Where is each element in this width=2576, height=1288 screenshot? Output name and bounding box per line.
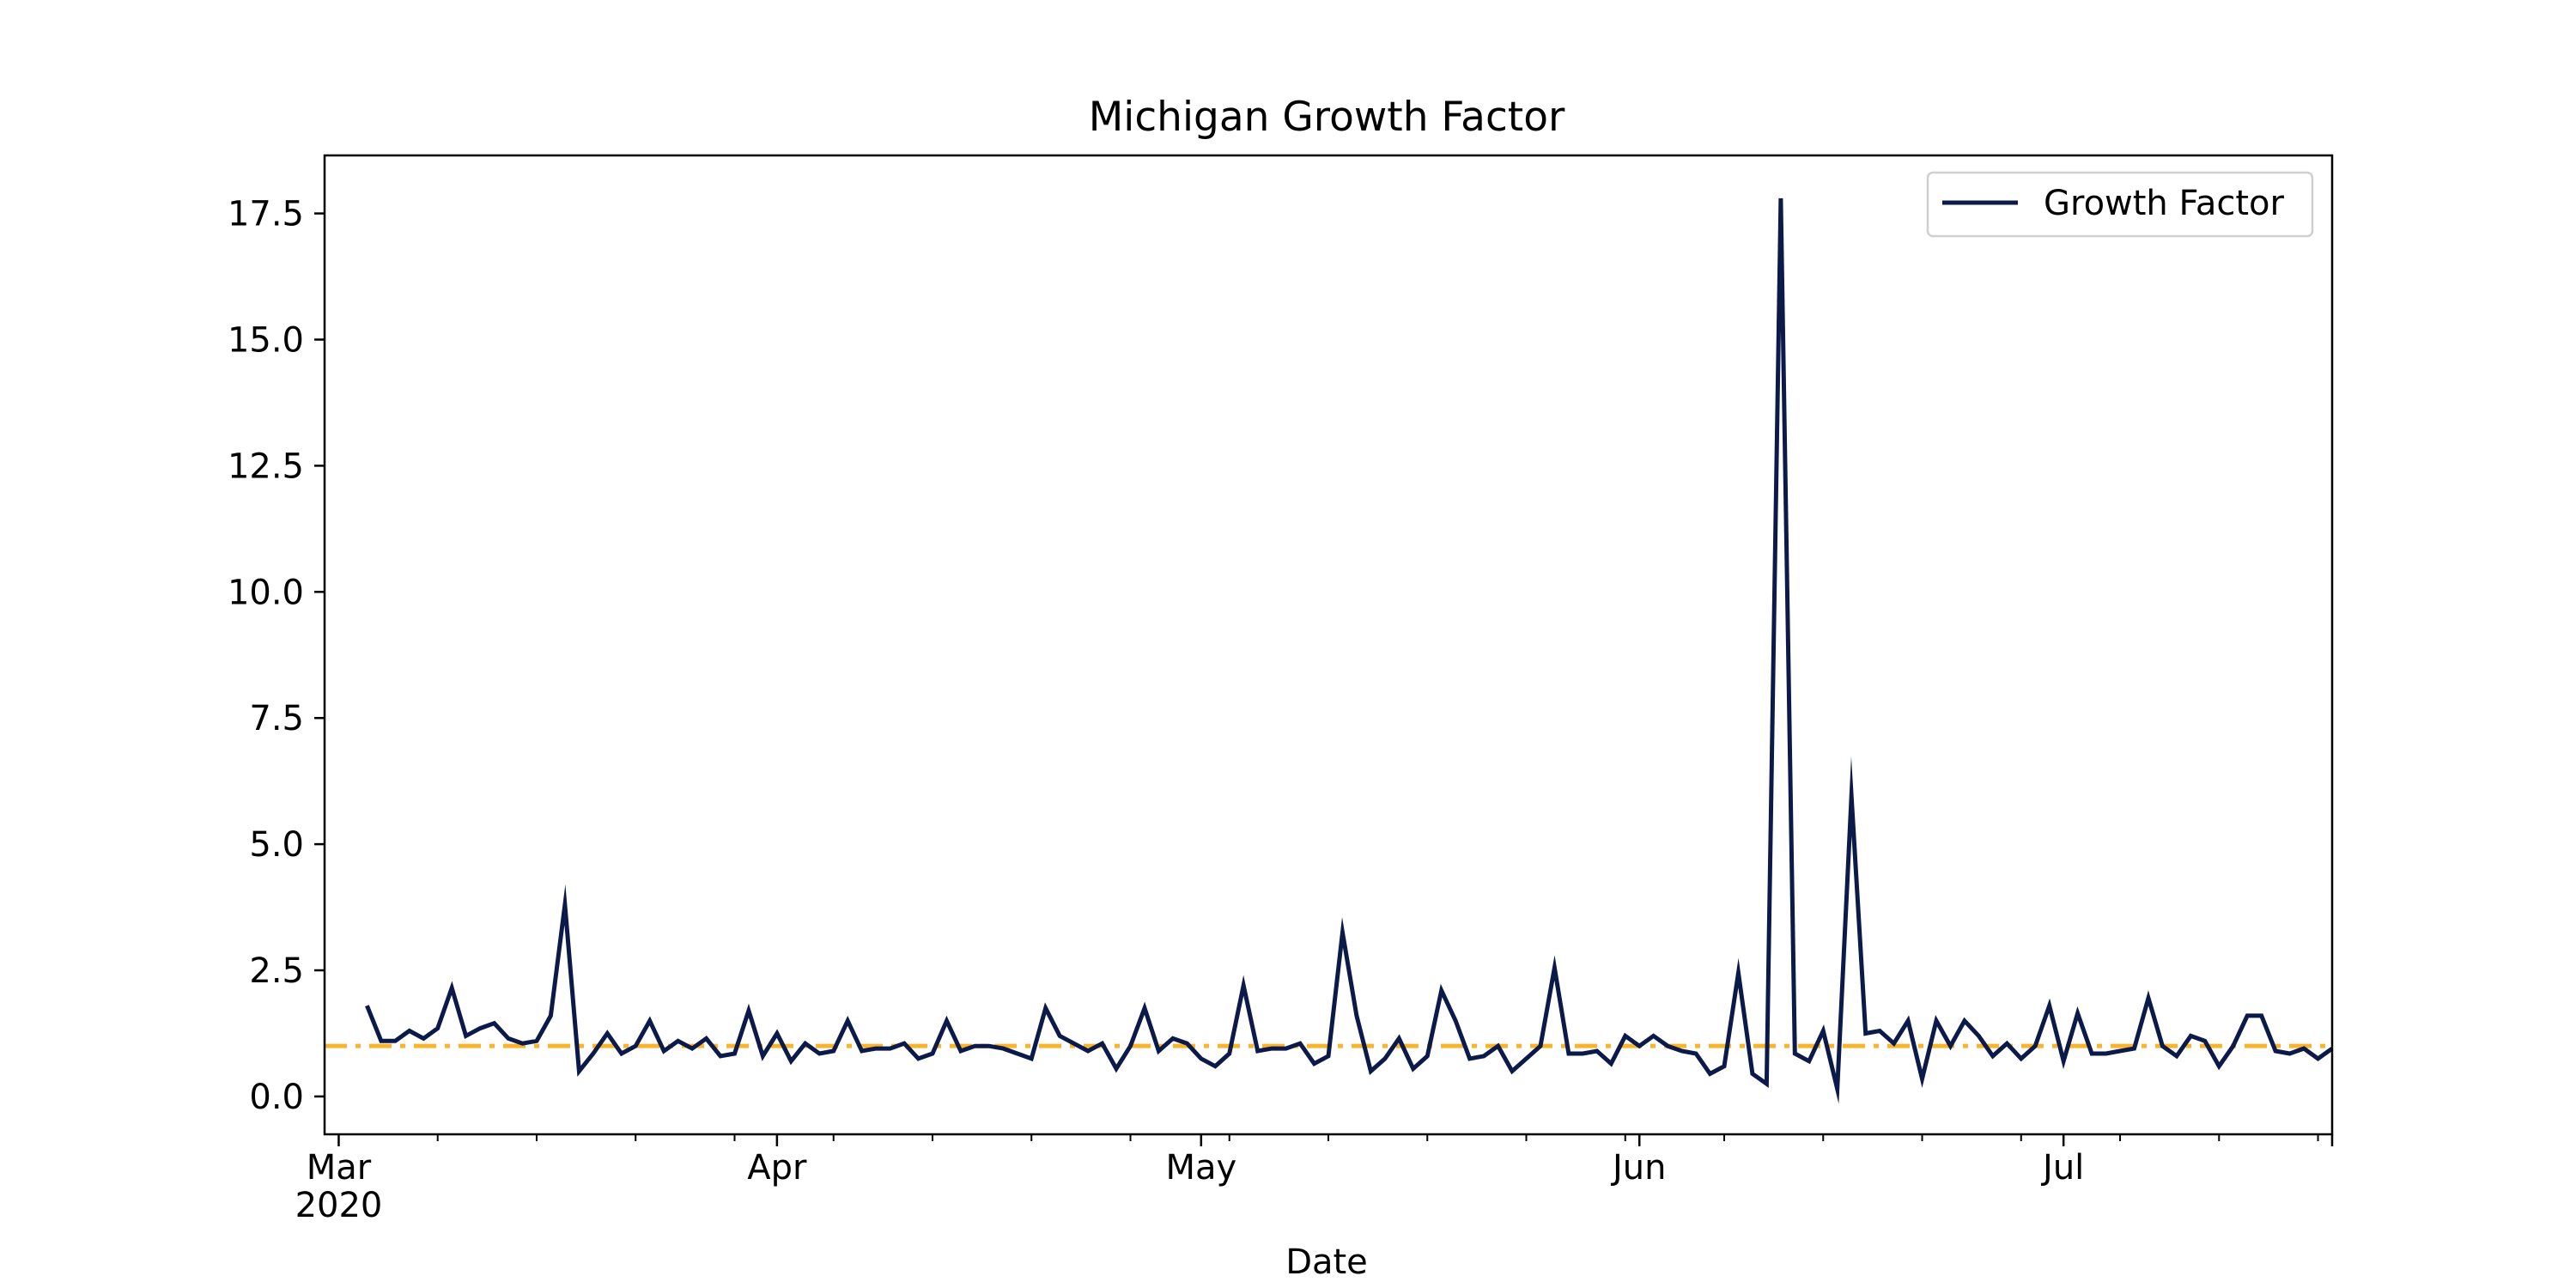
series-group	[365, 197, 2334, 1104]
y-tick-label: 7.5	[249, 699, 304, 738]
plot-background	[325, 155, 2332, 1134]
legend-label-growth-factor: Growth Factor	[2044, 184, 2284, 223]
legend-box	[1926, 171, 2314, 238]
y-tick-label: 15.0	[228, 320, 304, 360]
y-tick-label: 5.0	[249, 825, 304, 865]
legend: Growth Factor	[1926, 171, 2314, 238]
x-tick-sublabel: 2020	[295, 1186, 383, 1225]
x-tick-label: May	[1165, 1148, 1236, 1188]
x-tick-label: Apr	[747, 1148, 807, 1188]
y-tick-label: 0.0	[249, 1078, 304, 1117]
x-tick-label: Jun	[1610, 1148, 1667, 1188]
y-tick-label: 17.5	[228, 195, 304, 234]
y-axis: 0.0 2.5 5.0 7.5 10.0 12.5 15.0 17.5	[228, 195, 325, 1117]
x-axis-label: Date	[1285, 1242, 1368, 1282]
plot-frame	[323, 154, 2334, 1136]
chart-title: Michigan Growth Factor	[1089, 94, 1565, 141]
x-tick-label: Mar	[307, 1148, 372, 1188]
y-tick-label: 12.5	[228, 447, 304, 486]
series-line-growth-factor	[365, 197, 2334, 1104]
plot-area	[325, 155, 2332, 1134]
y-tick-label: 2.5	[249, 951, 304, 991]
x-tick-label: Jul	[2040, 1148, 2084, 1188]
y-tick-label: 10.0	[228, 573, 304, 612]
